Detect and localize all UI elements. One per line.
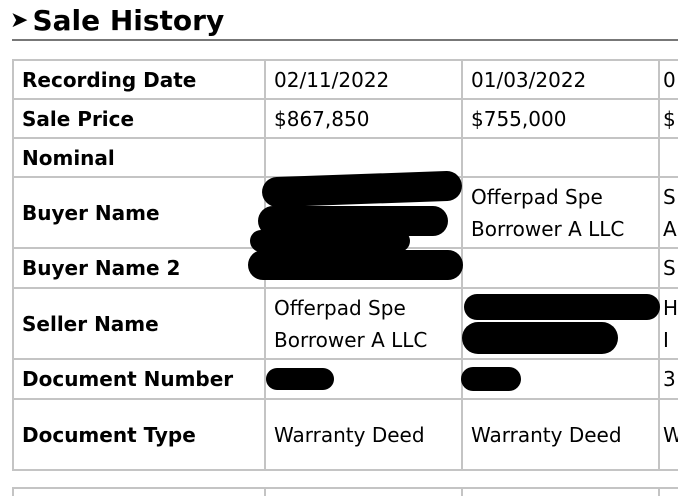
- cell-line: Borrower A LLC: [274, 327, 428, 352]
- row-label: Sale Price: [12, 98, 266, 139]
- cell: [658, 137, 678, 178]
- table-row: Recording Date 02/11/2022 01/03/2022 0: [12, 59, 678, 100]
- cell-line: I: [663, 327, 669, 352]
- cell: Warranty Deed: [264, 398, 463, 471]
- cell: Offerpad Spe Borrower A LLC: [461, 176, 660, 249]
- redaction: [464, 294, 660, 320]
- row-label: Buyer Name: [12, 176, 266, 249]
- cell-line: Offerpad Spe: [471, 184, 603, 209]
- cell: 0: [658, 59, 678, 100]
- redaction: [250, 230, 410, 252]
- cell-line: H: [663, 295, 678, 320]
- table-row: Document Type Warranty Deed Warranty Dee…: [12, 398, 678, 471]
- cell: [461, 137, 660, 178]
- cell: W: [658, 398, 678, 471]
- redaction: [266, 368, 334, 390]
- row-label: Document Number: [12, 358, 266, 400]
- cell: Warranty Deed: [461, 398, 660, 471]
- row-label: Recording Date: [12, 59, 266, 100]
- cell: $755,000: [461, 98, 660, 139]
- cell-line: S: [663, 184, 676, 209]
- row-label: Seller Name: [12, 287, 266, 360]
- row-label: Document Type: [12, 398, 266, 471]
- cell: $867,850: [264, 98, 463, 139]
- cell: 3: [658, 358, 678, 400]
- cell: Offerpad Spe Borrower A LLC: [264, 287, 463, 360]
- redaction: [462, 322, 618, 354]
- table-row: Document Number 3: [12, 358, 678, 400]
- chevron-right-icon: ➤: [10, 7, 29, 33]
- redaction: [248, 250, 463, 280]
- cell: $: [658, 98, 678, 139]
- cell: 01/03/2022: [461, 59, 660, 100]
- table-row: Sale Price $867,850 $755,000 $: [12, 98, 678, 139]
- next-table-edge: [12, 487, 678, 496]
- cell: 02/11/2022: [264, 59, 463, 100]
- cell: S: [658, 247, 678, 289]
- divider: [12, 39, 678, 41]
- redaction: [461, 367, 521, 391]
- cell-line: Offerpad Spe: [274, 295, 406, 320]
- row-label: Nominal: [12, 137, 266, 178]
- table-row: Nominal: [12, 137, 678, 178]
- cell-line: Borrower A LLC: [471, 216, 625, 241]
- cell-line: A: [663, 216, 677, 241]
- section-title-text: Sale History: [32, 3, 225, 37]
- cell: [461, 247, 660, 289]
- section-title: ➤ Sale History: [10, 2, 224, 38]
- row-label: Buyer Name 2: [12, 247, 266, 289]
